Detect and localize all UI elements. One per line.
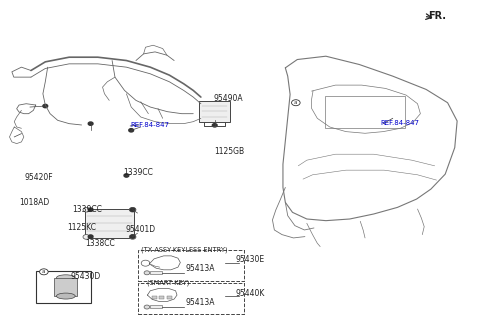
Text: 1125KC: 1125KC <box>67 223 96 232</box>
Circle shape <box>291 100 300 106</box>
Text: a: a <box>294 100 298 105</box>
Text: 1018AD: 1018AD <box>20 198 50 207</box>
Circle shape <box>124 174 129 177</box>
FancyBboxPatch shape <box>159 296 164 299</box>
Text: 1125GB: 1125GB <box>214 147 244 156</box>
Ellipse shape <box>57 293 75 299</box>
Circle shape <box>144 305 150 309</box>
FancyBboxPatch shape <box>85 209 134 238</box>
Circle shape <box>130 208 135 211</box>
Text: 95440K: 95440K <box>235 289 264 298</box>
Circle shape <box>212 124 217 127</box>
FancyBboxPatch shape <box>138 250 244 281</box>
Circle shape <box>144 271 150 275</box>
FancyBboxPatch shape <box>138 283 244 314</box>
FancyBboxPatch shape <box>167 296 172 299</box>
Text: 95430D: 95430D <box>71 272 101 281</box>
Text: 95490A: 95490A <box>214 94 243 103</box>
FancyBboxPatch shape <box>150 271 162 274</box>
Circle shape <box>129 207 136 212</box>
Circle shape <box>83 207 90 212</box>
Text: 95401D: 95401D <box>125 225 156 234</box>
Text: (TX ASSY-KEYLESS ENTRY): (TX ASSY-KEYLESS ENTRY) <box>141 246 228 253</box>
Text: 1338CC: 1338CC <box>85 239 115 248</box>
Text: (SMART KEY): (SMART KEY) <box>147 280 189 286</box>
FancyBboxPatch shape <box>54 278 77 296</box>
Text: 95420F: 95420F <box>24 174 53 183</box>
Circle shape <box>130 235 135 238</box>
FancyBboxPatch shape <box>36 271 91 303</box>
Circle shape <box>88 122 93 125</box>
Circle shape <box>88 208 93 211</box>
Text: 95430E: 95430E <box>235 255 264 264</box>
Circle shape <box>129 234 136 239</box>
Text: 95413A: 95413A <box>185 264 215 273</box>
Circle shape <box>83 234 90 239</box>
Circle shape <box>43 105 48 108</box>
Text: 1339CC: 1339CC <box>72 205 102 214</box>
Text: a: a <box>42 269 46 274</box>
Text: 95413A: 95413A <box>185 298 215 307</box>
Circle shape <box>39 269 48 275</box>
FancyBboxPatch shape <box>199 101 229 122</box>
Circle shape <box>88 235 93 238</box>
FancyBboxPatch shape <box>152 296 157 299</box>
Text: 1339CC: 1339CC <box>123 169 153 178</box>
Ellipse shape <box>57 275 75 281</box>
Circle shape <box>129 129 133 132</box>
Text: FR.: FR. <box>429 11 446 21</box>
FancyBboxPatch shape <box>150 306 162 308</box>
Text: REF.84-847: REF.84-847 <box>381 120 420 126</box>
Text: REF.84-847: REF.84-847 <box>130 122 169 128</box>
